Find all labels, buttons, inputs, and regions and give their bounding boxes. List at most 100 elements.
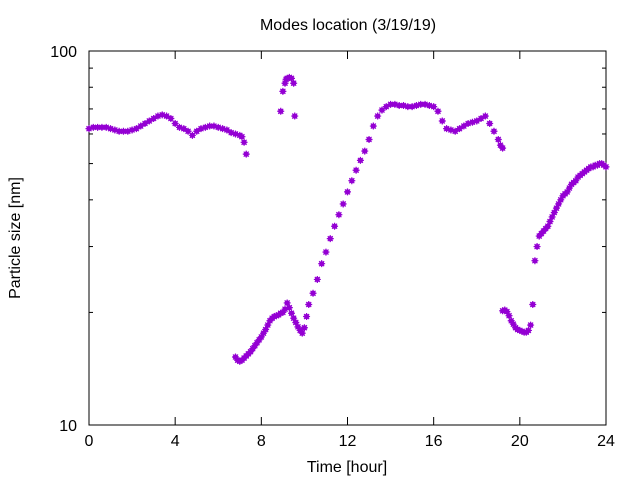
data-point (356, 156, 364, 164)
data-point (322, 248, 330, 256)
data-point (477, 114, 485, 122)
x-tick-label: 16 (425, 433, 443, 450)
data-point (533, 243, 541, 251)
data-point (527, 321, 535, 329)
data-point (163, 112, 171, 120)
data-point (171, 119, 179, 127)
chart-title: Modes location (3/19/19) (260, 17, 436, 34)
data-point (98, 123, 106, 131)
data-point (503, 308, 511, 316)
x-tick-label: 12 (339, 433, 357, 450)
data-point (494, 135, 502, 143)
data-point (167, 114, 175, 122)
data-point (344, 188, 351, 196)
data-point (331, 222, 339, 230)
data-point (404, 103, 412, 111)
x-tick-label: 24 (597, 433, 615, 450)
data-point (531, 257, 539, 265)
data-point (277, 107, 285, 115)
data-point (326, 235, 334, 243)
data-point (309, 289, 317, 297)
data-point (335, 211, 343, 219)
data-point (563, 188, 571, 196)
data-point (137, 122, 145, 130)
data-point (193, 127, 201, 135)
data-point (283, 299, 291, 307)
data-point (94, 123, 102, 131)
data-point (188, 131, 196, 139)
data-point (490, 127, 498, 135)
data-point (505, 312, 513, 320)
data-point (242, 150, 250, 158)
x-tick-label: 8 (257, 433, 266, 450)
y-axis-label: Particle size [nm] (7, 177, 24, 299)
data-point (180, 125, 188, 133)
data-point (279, 87, 287, 95)
data-point (318, 260, 326, 268)
data-point (546, 218, 554, 226)
data-point (290, 79, 298, 87)
data-point (300, 324, 308, 332)
data-point (292, 318, 300, 326)
data-point (434, 107, 442, 115)
plot-border (88, 50, 607, 426)
data-point (460, 122, 468, 130)
data-point (115, 127, 123, 135)
plot-frame (88, 50, 607, 426)
data-point (524, 326, 532, 334)
data-point (486, 119, 494, 127)
data-point (548, 213, 556, 221)
data-point (352, 166, 360, 174)
data-point (529, 300, 537, 308)
data-point (361, 147, 369, 155)
data-point (89, 123, 97, 131)
data-point (285, 304, 293, 312)
data-point (365, 135, 373, 143)
data-point (602, 163, 610, 171)
data-point (262, 326, 270, 334)
data-point (184, 127, 192, 135)
data-point (544, 222, 552, 230)
data-point (430, 103, 438, 111)
data-point (291, 112, 299, 120)
data-point (339, 200, 347, 208)
data-point (552, 204, 560, 212)
data-point (481, 112, 489, 120)
data-point (145, 117, 153, 125)
data-point (298, 329, 306, 337)
data-point (374, 112, 382, 120)
data-point (555, 200, 563, 208)
y-tick-label: 10 (59, 418, 77, 435)
x-tick-label: 0 (85, 433, 94, 450)
data-point (119, 127, 127, 135)
x-tick-label: 4 (171, 433, 180, 450)
data-point (387, 100, 395, 108)
data-point (473, 117, 481, 125)
data-point (382, 103, 390, 111)
data-point (238, 133, 246, 141)
data-point (240, 138, 248, 146)
data-points (85, 73, 610, 365)
data-point (287, 309, 295, 317)
y-tick-label: 100 (50, 44, 77, 61)
data-point (557, 196, 565, 204)
data-point (223, 126, 231, 134)
data-point (456, 125, 464, 133)
data-point (395, 101, 403, 109)
data-point (132, 125, 140, 133)
data-point (313, 275, 321, 283)
data-point (378, 106, 386, 114)
x-tick-label: 20 (511, 433, 529, 450)
data-point (303, 313, 311, 321)
data-point (150, 114, 158, 122)
data-point (206, 122, 214, 130)
data-point (264, 321, 272, 329)
data-point (417, 100, 425, 108)
data-point (438, 117, 446, 125)
data-point (550, 208, 558, 216)
data-point (369, 122, 377, 130)
data-point (287, 74, 295, 82)
x-axis-label: Time [hour] (307, 459, 387, 476)
data-point (348, 177, 356, 185)
